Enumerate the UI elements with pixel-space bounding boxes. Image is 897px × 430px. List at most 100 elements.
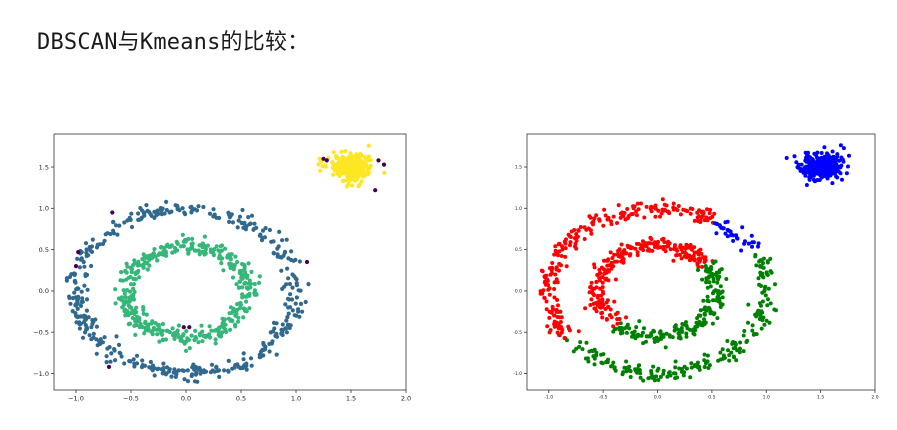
series-3: [565, 252, 778, 383]
data-point: [279, 268, 284, 273]
data-point: [257, 274, 262, 279]
data-point: [603, 307, 608, 311]
data-point: [359, 179, 364, 184]
data-point: [735, 236, 740, 241]
data-point: [663, 249, 668, 254]
data-point: [362, 154, 367, 159]
data-point: [613, 368, 618, 373]
y-tick-label: −0.5: [33, 328, 49, 336]
data-point: [830, 149, 835, 154]
data-point: [652, 241, 657, 245]
data-point: [808, 167, 813, 172]
data-point: [141, 252, 146, 257]
data-point: [130, 315, 135, 321]
data-point: [615, 321, 620, 326]
data-point: [671, 258, 676, 263]
data-point: [847, 153, 851, 158]
data-point: [188, 205, 193, 210]
data-point: [236, 315, 241, 320]
data-point: [237, 271, 242, 276]
data-point: [619, 242, 624, 247]
data-point: [73, 264, 79, 269]
data-point: [157, 328, 162, 333]
data-point: [77, 265, 82, 270]
data-point: [609, 364, 613, 369]
data-point: [721, 356, 725, 361]
data-point: [270, 339, 275, 344]
data-point: [710, 321, 715, 326]
data-point: [129, 270, 134, 275]
data-point: [79, 299, 84, 304]
data-point: [731, 238, 736, 243]
data-point: [287, 281, 292, 287]
data-point: [119, 354, 124, 359]
data-point: [611, 360, 616, 365]
data-point: [236, 218, 241, 223]
data-point: [698, 247, 703, 252]
data-point: [144, 203, 149, 208]
data-point: [349, 183, 355, 188]
data-point: [116, 342, 122, 347]
data-point: [818, 156, 822, 161]
data-point: [128, 274, 133, 280]
data-point: [548, 272, 553, 277]
data-point: [745, 338, 750, 343]
data-point: [237, 301, 242, 306]
data-point: [202, 234, 207, 239]
data-point: [662, 240, 667, 245]
data-point: [704, 308, 709, 313]
data-point: [768, 301, 773, 306]
series-0: [64, 199, 311, 384]
data-point: [602, 258, 606, 263]
data-point: [140, 257, 145, 262]
data-point: [705, 285, 710, 290]
data-point: [697, 364, 702, 369]
data-point: [201, 368, 207, 373]
data-point: [237, 305, 243, 311]
data-point: [240, 275, 245, 280]
data-point: [672, 245, 677, 250]
data-point: [145, 267, 150, 272]
data-point: [346, 162, 351, 167]
data-point: [232, 264, 237, 269]
data-point: [342, 178, 347, 183]
data-point: [158, 245, 163, 250]
data-point: [121, 288, 126, 293]
data-point: [796, 162, 801, 167]
data-point: [644, 244, 649, 249]
data-point: [671, 205, 676, 210]
data-point: [155, 258, 160, 263]
data-point: [228, 265, 233, 271]
data-point: [756, 276, 761, 281]
x-tick-label: 0.5: [236, 395, 246, 403]
data-point: [555, 298, 560, 302]
data-point: [298, 301, 304, 306]
data-point: [765, 273, 770, 277]
data-point: [634, 209, 639, 214]
data-point: [707, 211, 712, 216]
data-point: [152, 247, 157, 252]
data-point: [218, 244, 223, 249]
data-point: [658, 330, 663, 335]
data-point: [324, 158, 329, 163]
data-point: [739, 248, 744, 253]
data-point: [661, 371, 666, 376]
data-point: [606, 304, 611, 309]
data-point: [696, 257, 701, 262]
data-point: [556, 242, 561, 247]
data-point: [693, 250, 698, 255]
data-point: [575, 234, 580, 239]
data-point: [563, 254, 568, 259]
data-point: [79, 314, 84, 319]
data-point: [707, 363, 712, 368]
data-point: [232, 365, 237, 370]
data-point: [163, 250, 169, 255]
data-point: [846, 164, 850, 169]
data-point: [261, 340, 266, 346]
data-point: [638, 375, 643, 380]
data-point: [708, 207, 713, 212]
data-point: [598, 271, 603, 276]
data-point: [169, 374, 174, 379]
data-point: [67, 295, 72, 301]
data-point: [688, 211, 693, 216]
